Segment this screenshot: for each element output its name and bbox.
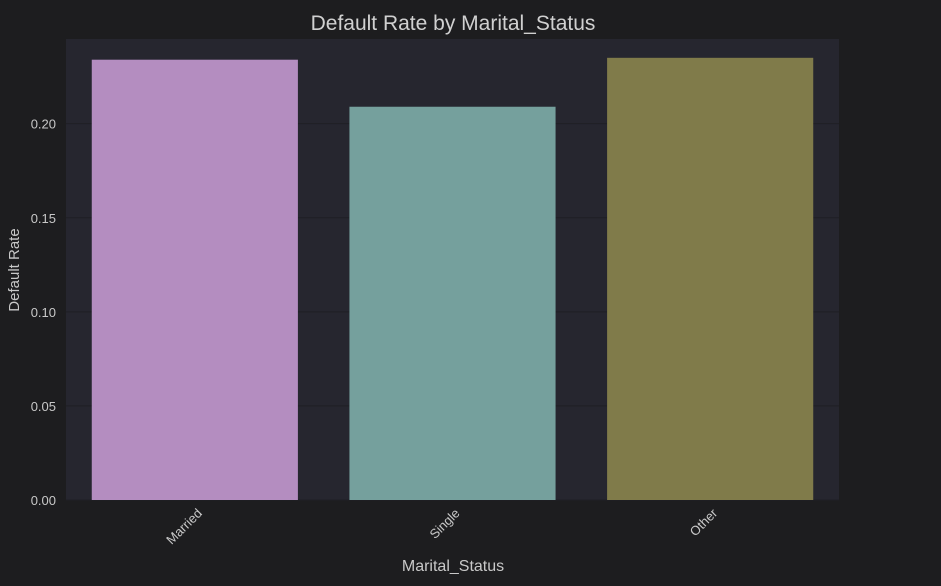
x-tick-label-other: Other xyxy=(687,505,721,539)
y-axis-ticks: 0.00 0.05 0.10 0.15 0.20 xyxy=(31,117,56,508)
x-axis-ticks: Married Single Other xyxy=(163,505,721,547)
x-axis-label: Marital_Status xyxy=(402,558,504,575)
x-tick-label-married: Married xyxy=(163,506,205,548)
y-tick-label: 0.00 xyxy=(31,493,56,508)
y-tick-label: 0.10 xyxy=(31,305,56,320)
bar-married xyxy=(91,59,298,500)
bar-single xyxy=(349,106,556,501)
y-axis-label: Default Rate xyxy=(6,228,23,311)
y-tick-label: 0.05 xyxy=(31,399,56,414)
bar-other xyxy=(607,57,814,501)
x-tick-label-single: Single xyxy=(426,506,462,542)
chart-title: Default Rate by Marital_Status xyxy=(311,12,596,35)
bars xyxy=(91,57,814,501)
y-tick-label: 0.15 xyxy=(31,211,56,226)
y-tick-label: 0.20 xyxy=(31,117,56,132)
